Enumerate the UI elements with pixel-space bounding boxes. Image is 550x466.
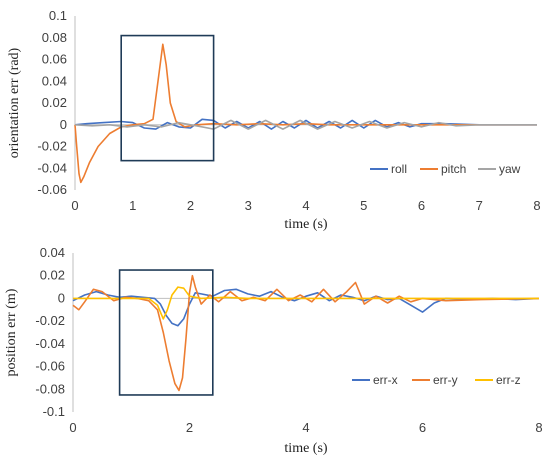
y-axis-label: position err (m) — [4, 288, 19, 376]
y-axis-label: orientation err (rad) — [7, 47, 22, 158]
x-tick-label: 3 — [245, 198, 252, 213]
x-tick-label: 4 — [302, 198, 309, 213]
y-tick-label: -0.06 — [35, 359, 65, 374]
legend-label-err-x: err-x — [373, 373, 398, 387]
x-tick-label: 6 — [419, 420, 426, 435]
x-axis-label: time (s) — [284, 217, 327, 232]
y-tick-label: 0.02 — [40, 268, 65, 283]
x-tick-label: 2 — [187, 198, 194, 213]
y-tick-label: -0.02 — [37, 139, 67, 154]
y-tick-label: 0.08 — [42, 30, 67, 45]
legend-label-err-z: err-z — [496, 373, 521, 387]
series-line-pitch — [74, 43, 537, 184]
series-line-err-x — [72, 288, 540, 327]
highlight-box — [118, 269, 214, 396]
y-tick-label: 0.02 — [42, 95, 67, 110]
y-tick-label: 0.04 — [40, 245, 65, 260]
y-tick-label: 0 — [60, 117, 67, 132]
x-tick-label: 8 — [533, 198, 540, 213]
y-tick-label: -0.04 — [35, 336, 65, 351]
series-line-err-y — [72, 274, 540, 392]
legend-label-pitch: pitch — [441, 162, 466, 176]
x-tick-label: 5 — [360, 198, 367, 213]
y-tick-label: -0.02 — [35, 313, 65, 328]
y-tick-label: 0.06 — [42, 52, 67, 67]
chart-1: 0.1 0.08 0.06 0.04 0.02 0 -0.02 -0.04 -0.06 0 1 2 3 4… — [7, 8, 541, 232]
series-line-err-z — [73, 286, 539, 320]
x-tick-label: 7 — [476, 198, 483, 213]
x-tick-label: 4 — [302, 420, 309, 435]
y-tick-label: -0.1 — [43, 404, 65, 419]
legend-label-roll: roll — [391, 162, 407, 176]
y-tick-label: -0.08 — [35, 381, 65, 396]
y-tick-label: -0.06 — [37, 182, 67, 197]
x-tick-label: 6 — [418, 198, 425, 213]
highlight-box — [120, 34, 215, 162]
y-tick-label: -0.04 — [37, 160, 67, 175]
legend-label-err-y: err-y — [433, 373, 458, 387]
x-tick-label: 8 — [535, 420, 542, 435]
x-tick-label: 1 — [129, 198, 136, 213]
chart-2: 0.04 0.02 0 -0.02 -0.04 -0.06 -0.08 -0.1 0 2 4 6 8 ti… — [4, 245, 543, 456]
x-tick-label: 2 — [186, 420, 193, 435]
x-axis-label: time (s) — [284, 441, 327, 456]
y-tick-label: 0.04 — [42, 73, 67, 88]
x-tick-label: 0 — [71, 198, 78, 213]
series-line-yaw — [74, 119, 537, 130]
x-tick-label: 0 — [69, 420, 76, 435]
y-tick-label: 0 — [58, 290, 65, 305]
legend-label-yaw: yaw — [499, 162, 521, 176]
y-tick-label: 0.1 — [49, 8, 67, 23]
